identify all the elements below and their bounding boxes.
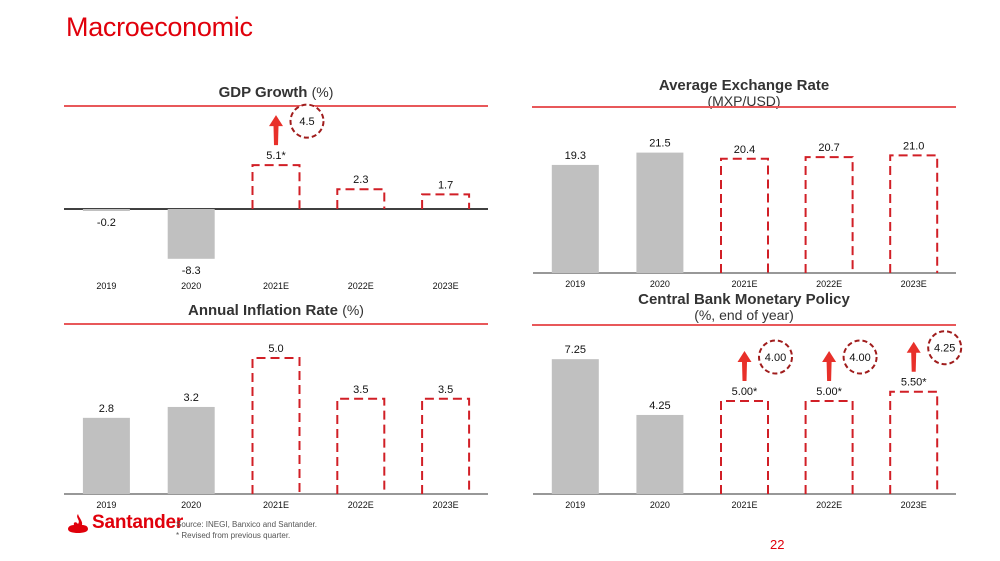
policy-subtitle: (%, end of year) bbox=[694, 307, 794, 323]
policy-up-arrow-icon-2023E bbox=[906, 341, 921, 372]
gdp-title-text: GDP Growth bbox=[218, 84, 308, 101]
policy-category-label-2020: 2020 bbox=[650, 500, 670, 510]
policy-chart-title: Central Bank Monetary Policy (%, end of … bbox=[532, 291, 956, 323]
fx-category-label-2023E: 2023E bbox=[901, 279, 927, 289]
inflation-value-label-2021E: 5.0 bbox=[268, 343, 283, 355]
inflation-bar-2020 bbox=[167, 406, 215, 494]
inflation-bar-2022E bbox=[336, 397, 386, 494]
fx-chart-title: Average Exchange Rate (MXP/USD) bbox=[532, 77, 956, 109]
inflation-bar-2019 bbox=[82, 417, 130, 494]
policy-value-label-2021E: 5.00* bbox=[732, 386, 758, 398]
inflation-title-rule bbox=[64, 323, 488, 325]
policy-title-text: Central Bank Monetary Policy bbox=[638, 291, 850, 308]
inflation-title-unit: (%) bbox=[342, 302, 364, 318]
gdp-value-label-2019: -0.2 bbox=[97, 217, 116, 229]
footnotes: Source: INEGI, Banxico and Santander. * … bbox=[176, 519, 317, 541]
policy-bar-2020 bbox=[636, 414, 684, 494]
policy-bar-2023E bbox=[889, 390, 939, 494]
fx-bar-2023E bbox=[889, 154, 939, 273]
revision-note: * Revised from previous quarter. bbox=[176, 531, 291, 540]
policy-previous-estimate-label-2021E: 4.00 bbox=[765, 352, 786, 364]
fx-title-rule bbox=[532, 106, 956, 108]
fx-category-label-2020: 2020 bbox=[650, 279, 670, 289]
policy-category-label-2023E: 2023E bbox=[901, 500, 927, 510]
gdp-category-label-2019: 2019 bbox=[96, 281, 116, 291]
fx-bar-2020 bbox=[636, 152, 684, 273]
inflation-value-label-2020: 3.2 bbox=[184, 392, 199, 404]
fx-value-label-2019: 19.3 bbox=[565, 150, 586, 162]
page-title: Macroeconomic bbox=[66, 12, 253, 42]
source-note: Source: INEGI, Banxico and Santander. bbox=[176, 520, 317, 529]
fx-category-label-2019: 2019 bbox=[565, 279, 585, 289]
gdp-up-arrow-icon-2021E bbox=[269, 115, 283, 146]
gdp-title-unit: (%) bbox=[311, 84, 334, 100]
policy-value-label-2023E: 5.50* bbox=[901, 377, 927, 389]
gdp-bar-2021E bbox=[251, 164, 301, 209]
policy-previous-estimate-label-2023E: 4.25 bbox=[934, 343, 955, 355]
inflation-chart-title: Annual Inflation Rate (%) bbox=[64, 302, 488, 319]
fx-bar-2019 bbox=[551, 164, 599, 273]
fx-value-label-2022E: 20.7 bbox=[818, 142, 839, 154]
policy-up-arrow-icon-2022E bbox=[822, 351, 837, 381]
policy-bar-2022E bbox=[804, 400, 854, 494]
inflation-bar-2021E bbox=[251, 357, 301, 494]
gdp-category-label-2023E: 2023E bbox=[433, 281, 459, 291]
gdp-previous-estimate-label-2021E: 4.5 bbox=[299, 116, 314, 128]
policy-category-label-2021E: 2021E bbox=[731, 500, 757, 510]
policy-category-label-2022E: 2022E bbox=[816, 500, 842, 510]
fx-value-label-2021E: 20.4 bbox=[734, 144, 755, 156]
gdp-previous-estimate-circle-2021E bbox=[289, 103, 325, 139]
policy-value-label-2019: 7.25 bbox=[565, 344, 586, 356]
inflation-value-label-2022E: 3.5 bbox=[353, 384, 368, 396]
inflation-title-text: Annual Inflation Rate bbox=[188, 302, 339, 319]
gdp-bar-2023E bbox=[421, 193, 471, 209]
policy-previous-estimate-circle-2021E bbox=[758, 339, 793, 375]
fx-title-text: Average Exchange Rate bbox=[658, 77, 830, 94]
inflation-category-label-2021E: 2021E bbox=[263, 500, 289, 510]
gdp-category-label-2021E: 2021E bbox=[263, 281, 289, 291]
santander-logo: Santander bbox=[67, 512, 183, 534]
policy-up-arrow-icon-2021E bbox=[737, 351, 752, 381]
gdp-value-label-2020: -8.3 bbox=[182, 265, 201, 277]
policy-bar-2021E bbox=[720, 400, 769, 494]
policy-previous-estimate-circle-2023E bbox=[927, 330, 963, 366]
policy-value-label-2020: 4.25 bbox=[649, 400, 670, 412]
fx-bar-2022E bbox=[804, 156, 854, 273]
inflation-category-label-2022E: 2022E bbox=[348, 500, 374, 510]
policy-previous-estimate-label-2022E: 4.00 bbox=[849, 352, 870, 364]
gdp-chart-title: GDP Growth (%) bbox=[64, 84, 488, 101]
policy-bar-2019 bbox=[551, 359, 599, 494]
inflation-category-label-2023E: 2023E bbox=[433, 500, 459, 510]
fx-value-label-2023E: 21.0 bbox=[903, 140, 924, 152]
gdp-category-label-2020: 2020 bbox=[181, 281, 201, 291]
gdp-category-label-2022E: 2022E bbox=[348, 281, 374, 291]
gdp-bar-2022E bbox=[336, 188, 386, 209]
inflation-category-label-2019: 2019 bbox=[96, 500, 116, 510]
policy-title-rule bbox=[532, 324, 956, 326]
inflation-bar-2023E bbox=[421, 397, 471, 494]
gdp-value-label-2021E: 5.1* bbox=[266, 150, 286, 162]
gdp-value-label-2022E: 2.3 bbox=[353, 174, 368, 186]
policy-value-label-2022E: 5.00* bbox=[816, 386, 842, 398]
policy-previous-estimate-circle-2022E bbox=[842, 339, 878, 375]
fx-value-label-2020: 21.5 bbox=[649, 138, 670, 150]
fx-category-label-2021E: 2021E bbox=[731, 279, 757, 289]
gdp-bar-2019 bbox=[82, 209, 130, 211]
inflation-category-label-2020: 2020 bbox=[181, 500, 201, 510]
fx-bar-2021E bbox=[720, 157, 769, 273]
santander-brand-text: Santander bbox=[92, 512, 184, 533]
policy-category-label-2019: 2019 bbox=[565, 500, 585, 510]
fx-category-label-2022E: 2022E bbox=[816, 279, 842, 289]
gdp-title-rule bbox=[64, 105, 488, 107]
gdp-bar-2020 bbox=[167, 209, 215, 259]
gdp-value-label-2023E: 1.7 bbox=[438, 179, 453, 191]
inflation-value-label-2023E: 3.5 bbox=[438, 384, 453, 396]
inflation-value-label-2019: 2.8 bbox=[99, 403, 114, 415]
fx-subtitle: (MXP/USD) bbox=[707, 93, 781, 109]
page-number: 22 bbox=[770, 537, 785, 552]
santander-flame-icon bbox=[68, 514, 88, 533]
